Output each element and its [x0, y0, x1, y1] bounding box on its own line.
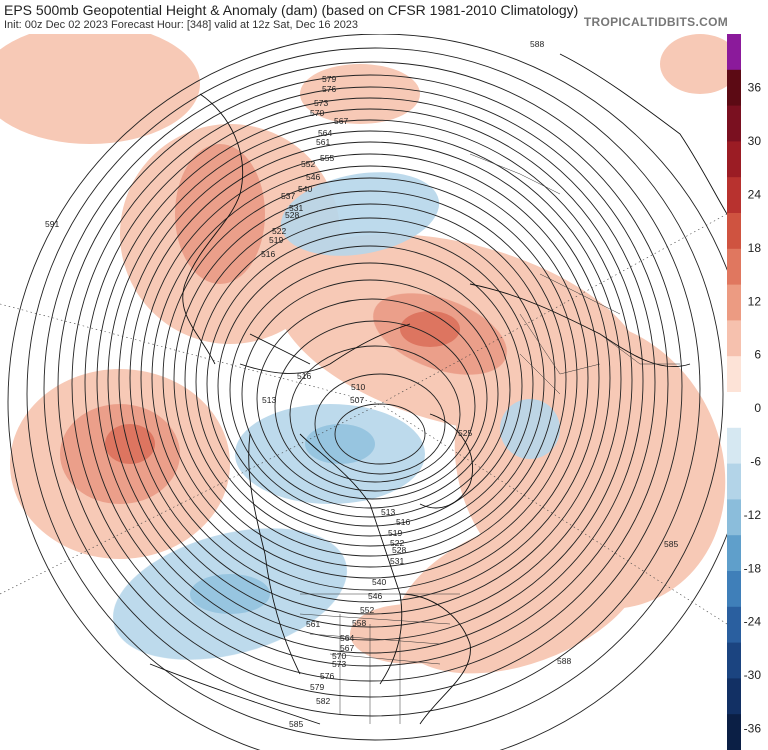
colorbar-segment: [727, 69, 741, 107]
contour-label: 564: [340, 633, 354, 643]
contour-label: 561: [306, 619, 320, 629]
contour-label: 570: [332, 651, 346, 661]
contour-label: 573: [332, 659, 346, 669]
colorbar-segment: [727, 392, 741, 429]
colorbar-tick-label: 18: [748, 241, 762, 255]
graticule: [0, 213, 727, 625]
colorbar-segment: [727, 34, 741, 71]
contour-label: 576: [320, 671, 334, 681]
colorbar-segment: [727, 141, 741, 178]
contour-labels: 588 579 576 573 570 567 564 561 555 552 …: [45, 39, 678, 729]
contour-label: 591: [45, 219, 59, 229]
colorbar-segment: [727, 714, 741, 750]
colorbar-segment: [727, 499, 741, 536]
contour-label: 516: [396, 517, 410, 527]
contour-label: 576: [322, 84, 336, 94]
contour-label: 507: [350, 395, 364, 405]
contour-label: 516: [297, 371, 311, 381]
contour-label: 558: [352, 618, 366, 628]
contour-label: 585: [289, 719, 303, 729]
anomaly-colorbar: 36 30 24 18 12 6 0 -6 -12 -18 -24 -30 -36: [727, 34, 762, 750]
contour-label: 537: [281, 191, 295, 201]
colorbar-tick-label: -30: [744, 668, 762, 682]
contour-label: 531: [390, 556, 404, 566]
colorbar-segment: [727, 177, 741, 214]
colorbar-segment: [727, 535, 741, 572]
colorbar-segment: [727, 642, 741, 679]
contour-label: 522: [390, 538, 404, 548]
contour-label: 567: [340, 643, 354, 653]
colorbar-segment: [727, 606, 741, 644]
colorbar-tick-label: -36: [744, 722, 762, 736]
coastlines: [149, 53, 727, 725]
contour-label: 522: [272, 226, 286, 236]
contour-label: 579: [310, 682, 324, 692]
political-borders: [299, 153, 680, 724]
colorbar-segments: [727, 34, 741, 750]
contour-label: 540: [372, 577, 386, 587]
contour-label: 531: [289, 203, 303, 213]
contour-label: 570: [310, 108, 324, 118]
colorbar-segment: [727, 213, 741, 250]
contour-label: 546: [306, 172, 320, 182]
contour-label: 555: [320, 153, 334, 163]
colorbar-segment: [727, 248, 741, 286]
colorbar-tick-label: -18: [744, 561, 762, 575]
contour-label: 552: [301, 159, 315, 169]
contour-label: 573: [314, 98, 328, 108]
contour-label: 510: [351, 382, 365, 392]
contour-label: 588: [530, 39, 544, 49]
chart-title: EPS 500mb Geopotential Height & Anomaly …: [4, 2, 579, 18]
contour-label: 519: [388, 528, 402, 538]
contour-label: 567: [334, 116, 348, 126]
contour-label: 525: [458, 428, 472, 438]
contour-label: 513: [381, 507, 395, 517]
colorbar-tick-label: 12: [748, 294, 762, 308]
contour-label: 564: [318, 128, 332, 138]
contour-label: 513: [262, 395, 276, 405]
contour-label: 546: [368, 591, 382, 601]
colorbar-tick-label: -12: [744, 508, 762, 522]
strong-negative-anomaly: [190, 424, 375, 614]
colorbar-segment: [727, 284, 741, 321]
colorbar-segment: [727, 320, 741, 357]
contour-label: 528: [285, 210, 299, 220]
contour-label: 585: [664, 539, 678, 549]
colorbar-segment: [727, 463, 741, 500]
chart-subtitle: Init: 00z Dec 02 2023 Forecast Hour: [34…: [4, 19, 359, 31]
contour-label: 552: [360, 605, 374, 615]
colorbar-segment: [727, 571, 741, 608]
contour-label: 516: [261, 249, 275, 259]
height-contours: [7, 34, 727, 750]
contour-label: 579: [322, 74, 336, 84]
colorbar-segment: [727, 678, 741, 715]
contour-label: 561: [316, 137, 330, 147]
colorbar-segment: [727, 427, 741, 465]
colorbar-tick-label: 6: [754, 348, 761, 362]
colorbar-tick-label: 30: [748, 134, 762, 148]
site-brand[interactable]: TROPICALTIDBITS.COM: [583, 15, 728, 29]
colorbar-tick-label: 24: [748, 188, 762, 202]
colorbar-tick-label: -24: [744, 615, 762, 629]
colorbar-tick-label: -6: [750, 455, 761, 469]
contour-label: 582: [316, 696, 330, 706]
contour-label: 540: [298, 184, 312, 194]
forecast-map: 588 579 576 573 570 567 564 561 555 552 …: [0, 34, 727, 750]
colorbar-segment: [727, 105, 741, 142]
colorbar-tick-label: 0: [754, 401, 761, 415]
contour-label: 588: [557, 656, 571, 666]
contour-label: 519: [269, 235, 283, 245]
colorbar-ticks: 36 30 24 18 12 6 0 -6 -12 -18 -24 -30 -36: [744, 81, 762, 736]
colorbar-tick-label: 36: [748, 81, 762, 95]
colorbar-segment: [727, 356, 741, 393]
positive-anomaly-region: [0, 34, 727, 674]
contour-label: 528: [392, 545, 406, 555]
